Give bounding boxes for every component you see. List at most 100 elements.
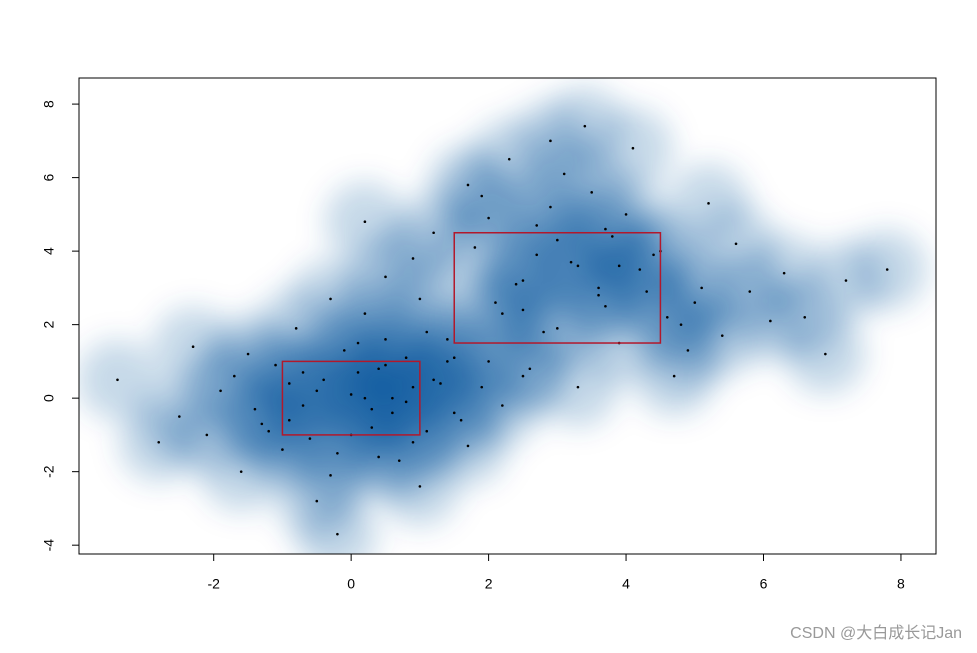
point (356, 341, 360, 345)
point (329, 474, 332, 477)
point (391, 396, 394, 400)
point (315, 499, 319, 503)
point (267, 429, 270, 433)
point (569, 260, 573, 264)
point (363, 312, 367, 315)
point (377, 455, 380, 459)
point (336, 532, 339, 536)
point (439, 382, 442, 385)
point (246, 352, 250, 356)
point (885, 268, 889, 271)
point (336, 451, 339, 455)
point (501, 404, 504, 407)
point (384, 275, 387, 279)
point (287, 382, 291, 385)
point (287, 418, 291, 422)
point (418, 485, 422, 488)
x-tick-label: 0 (347, 576, 355, 592)
point (116, 378, 119, 382)
point (480, 385, 484, 389)
point (693, 301, 697, 304)
point (342, 349, 346, 352)
point (707, 202, 710, 205)
point (549, 205, 552, 209)
region-box (453, 231, 662, 344)
y-tick-label: 4 (41, 247, 57, 255)
point (494, 301, 497, 304)
point (322, 378, 325, 382)
point (521, 308, 525, 312)
point (219, 389, 222, 393)
point (411, 385, 415, 389)
y-tick-label: -4 (41, 539, 57, 552)
y-tick-label: 0 (41, 394, 57, 402)
point (720, 334, 724, 337)
point (507, 157, 511, 161)
point (748, 290, 752, 293)
point (391, 411, 394, 415)
point (597, 286, 600, 290)
point (501, 312, 504, 315)
point (803, 315, 807, 319)
x-tick-label: 2 (485, 576, 493, 592)
point (432, 231, 435, 235)
point (652, 253, 655, 257)
point (631, 146, 635, 150)
point (700, 286, 703, 290)
point (528, 367, 532, 371)
point (384, 338, 387, 341)
point (308, 437, 312, 440)
point (645, 290, 648, 293)
point (157, 440, 161, 444)
point (466, 183, 470, 187)
point (473, 246, 477, 249)
point (370, 407, 374, 411)
point (611, 235, 614, 238)
point (452, 411, 456, 415)
point (521, 374, 525, 378)
point (411, 257, 415, 260)
x-tick-label: 4 (622, 576, 630, 592)
point (349, 393, 353, 396)
x-tick-label: 6 (760, 576, 768, 592)
point (384, 363, 387, 367)
point (253, 407, 257, 411)
point (239, 470, 243, 473)
point (466, 444, 470, 448)
point (294, 327, 298, 330)
point (617, 264, 621, 268)
point (191, 345, 195, 348)
region-box (281, 360, 421, 436)
point (672, 374, 676, 378)
point (542, 330, 545, 334)
point (782, 271, 786, 275)
x-tick-label: 8 (897, 576, 905, 592)
point (363, 396, 367, 400)
point (411, 440, 415, 444)
point (535, 224, 539, 227)
point (425, 429, 429, 433)
point (824, 352, 827, 356)
point (370, 426, 374, 429)
point (844, 279, 848, 282)
point (597, 293, 600, 297)
point (356, 371, 360, 374)
point (281, 448, 284, 451)
y-tick-label: 2 (41, 321, 57, 329)
point (549, 139, 552, 143)
point (734, 242, 738, 246)
point (487, 360, 490, 363)
point (583, 124, 587, 128)
point (459, 418, 463, 422)
point (665, 315, 669, 319)
point (590, 191, 593, 194)
y-tick-label: -2 (41, 465, 57, 478)
point (260, 422, 264, 426)
point (446, 360, 449, 363)
point (514, 282, 518, 286)
point (562, 172, 566, 176)
point (769, 319, 772, 323)
watermark: CSDN @大白成长记Jan (790, 624, 962, 642)
point (521, 279, 525, 282)
